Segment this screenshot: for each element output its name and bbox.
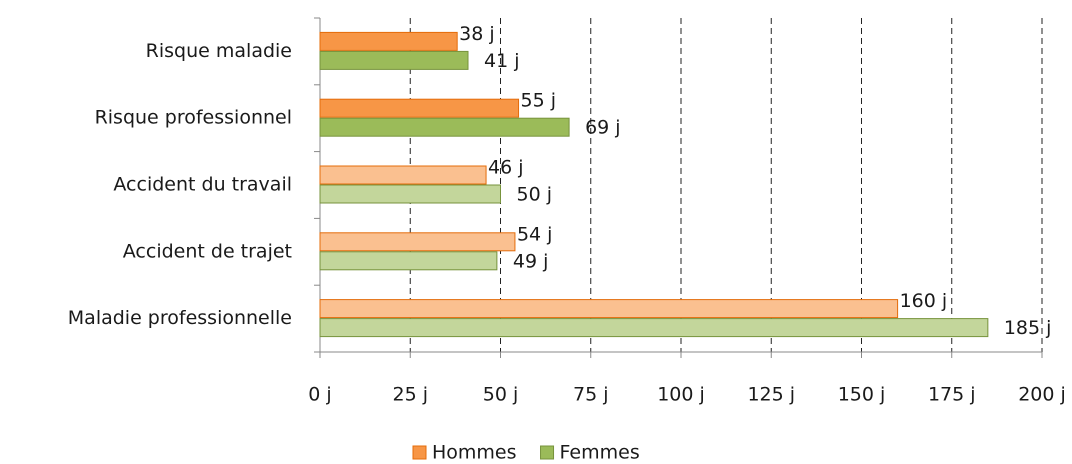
y-tick-label: Risque professionnel — [95, 107, 292, 129]
data-label: 49 j — [513, 250, 549, 272]
bar — [319, 184, 501, 204]
data-label: 160 j — [900, 290, 948, 312]
data-label: 54 j — [517, 223, 553, 245]
x-tick-label: 100 j — [657, 384, 705, 406]
x-tick-label: 25 j — [393, 384, 429, 406]
bar — [319, 251, 498, 271]
bar — [319, 165, 487, 185]
x-tick-label: 125 j — [747, 384, 795, 406]
legend-swatch — [412, 445, 427, 460]
bar — [319, 318, 989, 338]
legend-label: Hommes — [432, 442, 517, 464]
y-tick-label: Risque maladie — [146, 40, 292, 62]
y-tick-label: Accident du travail — [113, 174, 292, 196]
legend-label: Femmes — [560, 442, 640, 464]
data-label: 41 j — [484, 50, 520, 72]
legend-swatch — [540, 445, 555, 460]
x-tick-label: 175 j — [928, 384, 976, 406]
bar — [319, 31, 458, 51]
bar — [319, 50, 469, 70]
data-label: 46 j — [488, 157, 524, 179]
data-label: 50 j — [517, 184, 553, 206]
bar — [319, 117, 570, 137]
data-label: 38 j — [459, 23, 495, 45]
data-label: 55 j — [521, 90, 557, 112]
x-tick-label: 0 j — [308, 384, 331, 406]
x-tick-label: 200 j — [1018, 384, 1066, 406]
bar — [319, 232, 516, 252]
y-tick-label: Maladie professionnelle — [68, 307, 292, 329]
data-label: 69 j — [585, 117, 621, 139]
data-label: 185 j — [1004, 317, 1052, 339]
bar — [319, 299, 899, 319]
x-tick-label: 150 j — [838, 384, 886, 406]
y-tick-label: Accident de trajet — [123, 240, 292, 262]
bar — [319, 98, 520, 118]
x-tick-label: 75 j — [573, 384, 609, 406]
x-tick-label: 50 j — [483, 384, 519, 406]
